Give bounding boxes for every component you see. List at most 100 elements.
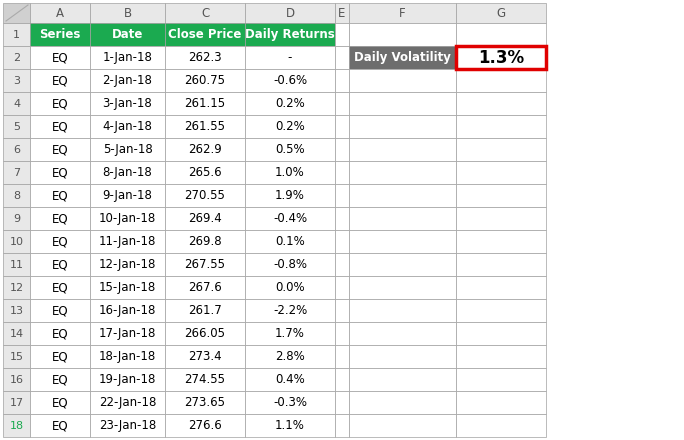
Bar <box>165 69 245 92</box>
Bar <box>245 253 335 276</box>
Bar <box>349 322 456 345</box>
Bar <box>3 276 30 299</box>
Text: 0.5%: 0.5% <box>275 143 305 156</box>
Text: 9-Jan-18: 9-Jan-18 <box>103 189 153 202</box>
Text: 4-Jan-18: 4-Jan-18 <box>103 120 153 133</box>
Text: 2-Jan-18: 2-Jan-18 <box>103 74 153 87</box>
Bar <box>349 230 456 253</box>
Text: 276.6: 276.6 <box>188 419 222 432</box>
Text: 3-Jan-18: 3-Jan-18 <box>103 97 153 110</box>
Bar <box>456 230 546 253</box>
Bar <box>245 69 335 92</box>
Text: 5-Jan-18: 5-Jan-18 <box>103 143 153 156</box>
Bar <box>456 299 546 322</box>
Text: 11: 11 <box>10 260 23 269</box>
Text: 18-Jan-18: 18-Jan-18 <box>99 350 156 363</box>
Text: A: A <box>56 7 64 19</box>
Bar <box>349 3 456 23</box>
Text: 3: 3 <box>13 76 20 85</box>
Text: 0.2%: 0.2% <box>275 97 305 110</box>
Bar <box>90 23 165 46</box>
Bar <box>30 230 90 253</box>
Text: 0.1%: 0.1% <box>275 235 305 248</box>
Bar <box>30 207 90 230</box>
Bar <box>335 253 349 276</box>
Bar <box>349 184 456 207</box>
Text: -0.4%: -0.4% <box>273 212 307 225</box>
Bar <box>349 414 456 437</box>
Text: 16: 16 <box>10 374 23 385</box>
Text: 269.8: 269.8 <box>188 235 222 248</box>
Text: 1.3%: 1.3% <box>478 48 524 66</box>
Text: 6: 6 <box>13 144 20 154</box>
Bar <box>335 161 349 184</box>
Bar <box>349 345 456 368</box>
Bar <box>456 368 546 391</box>
Bar <box>335 368 349 391</box>
Text: EQ: EQ <box>52 327 68 340</box>
Text: EQ: EQ <box>52 166 68 179</box>
Bar <box>245 230 335 253</box>
Bar <box>335 69 349 92</box>
Bar <box>3 207 30 230</box>
Text: 10-Jan-18: 10-Jan-18 <box>99 212 156 225</box>
Bar <box>30 138 90 161</box>
Bar <box>165 230 245 253</box>
Bar <box>245 161 335 184</box>
Bar <box>90 3 165 23</box>
Bar <box>30 184 90 207</box>
Bar <box>90 253 165 276</box>
Text: 270.55: 270.55 <box>185 189 226 202</box>
Text: 15-Jan-18: 15-Jan-18 <box>99 281 156 294</box>
Text: 7: 7 <box>13 168 20 177</box>
Bar <box>335 3 349 23</box>
Bar <box>349 92 456 115</box>
Text: 12: 12 <box>10 282 23 293</box>
Bar <box>349 138 456 161</box>
Text: 10: 10 <box>10 237 23 246</box>
Text: EQ: EQ <box>52 212 68 225</box>
Text: 19-Jan-18: 19-Jan-18 <box>98 373 156 386</box>
Text: 267.55: 267.55 <box>185 258 226 271</box>
Text: 11-Jan-18: 11-Jan-18 <box>98 235 156 248</box>
Text: EQ: EQ <box>52 419 68 432</box>
Bar <box>3 230 30 253</box>
Bar <box>3 184 30 207</box>
Bar <box>456 23 546 46</box>
Bar <box>335 276 349 299</box>
Bar <box>165 391 245 414</box>
Bar <box>456 92 546 115</box>
Text: 14: 14 <box>10 329 23 338</box>
Bar <box>456 276 546 299</box>
Bar <box>90 391 165 414</box>
Bar <box>30 299 90 322</box>
Bar <box>349 23 456 46</box>
Bar <box>90 138 165 161</box>
Text: 269.4: 269.4 <box>188 212 222 225</box>
Bar <box>30 115 90 138</box>
Text: 262.9: 262.9 <box>188 143 222 156</box>
Text: -: - <box>288 51 292 64</box>
Bar <box>3 161 30 184</box>
Bar <box>245 138 335 161</box>
Text: C: C <box>201 7 209 19</box>
Bar <box>335 207 349 230</box>
Bar <box>456 3 546 23</box>
Text: Series: Series <box>39 28 81 41</box>
Bar <box>456 69 546 92</box>
Bar <box>90 69 165 92</box>
Bar <box>165 322 245 345</box>
Bar <box>165 23 245 46</box>
Bar <box>30 276 90 299</box>
Bar <box>335 138 349 161</box>
Bar <box>3 3 30 23</box>
Bar <box>90 345 165 368</box>
Text: F: F <box>399 7 406 19</box>
Text: 17-Jan-18: 17-Jan-18 <box>98 327 156 340</box>
Text: Daily Volatility: Daily Volatility <box>354 51 451 64</box>
Bar <box>456 115 546 138</box>
Bar <box>90 161 165 184</box>
Text: 17: 17 <box>10 397 23 407</box>
Bar <box>3 299 30 322</box>
Bar <box>335 184 349 207</box>
